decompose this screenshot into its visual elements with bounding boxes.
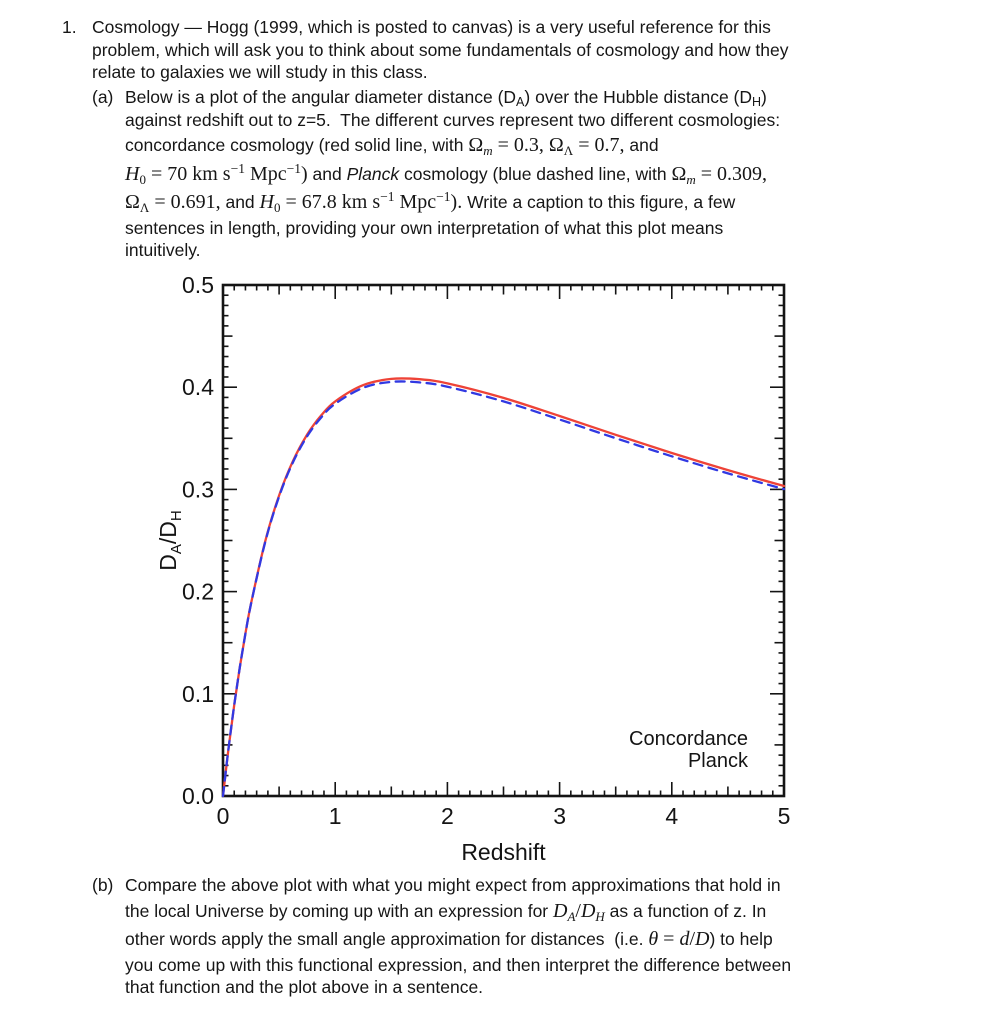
svg-text:0.2: 0.2	[182, 579, 214, 605]
legend-planck: Planck	[688, 750, 749, 772]
part-b-label: (b)	[92, 875, 114, 895]
svg-text:4: 4	[665, 803, 678, 829]
svg-text:5: 5	[778, 803, 791, 829]
text-line: the local Universe by coming up with an …	[125, 899, 767, 924]
svg-text:3: 3	[553, 803, 566, 829]
legend-concordance: Concordance	[629, 728, 748, 750]
svg-text:0.4: 0.4	[182, 374, 214, 400]
svg-text:0.3: 0.3	[182, 476, 214, 502]
text-line: Below is a plot of the angular diameter …	[125, 87, 767, 109]
part-b-text: Compare the above plot with what you mig…	[125, 874, 970, 999]
text-line: sentences in length, providing your own …	[125, 217, 724, 238]
da-dh-vs-redshift-plot: 0 1 2 3 4 5 0.0 0.1 0.2 0.3 0.4 0.5 Redshift DA/DH Con…	[155, 272, 790, 862]
text-line: relate to galaxies we will study in this…	[92, 62, 428, 82]
y-axis-label: DA/DH	[155, 510, 185, 570]
planck-curve	[221, 380, 786, 798]
part-a-text: Below is a plot of the angular diameter …	[125, 86, 965, 262]
svg-text:2: 2	[441, 803, 454, 829]
text-line: other words apply the small angle approx…	[125, 928, 773, 950]
tick-labels: 0 1 2 3 4 5 0.0 0.1 0.2 0.3 0.4 0.5	[182, 272, 790, 829]
text-line: ΩΛ = 0.691, and H0 = 67.8 km s−1 Mpc−1).…	[125, 189, 736, 215]
part-a-label: (a)	[92, 87, 114, 107]
plot-frame	[221, 283, 786, 798]
text-line: intuitively.	[125, 240, 201, 260]
text-line: problem, which will ask you to think abo…	[92, 39, 789, 60]
text-line: you come up with this functional express…	[125, 954, 792, 975]
text-line: against redshift out to z=5. The differe…	[125, 109, 781, 130]
text-line: that function and the plot above in a se…	[125, 977, 484, 997]
svg-text:0.1: 0.1	[182, 681, 214, 707]
axis-ticks	[222, 284, 785, 797]
svg-text:1: 1	[329, 803, 342, 829]
text-line: H0 = 70 km s−1 Mpc−1) and Planck cosmolo…	[125, 160, 768, 187]
text-line: Cosmology — Hogg (1999, which is posted …	[92, 17, 771, 37]
problem-intro: Cosmology — Hogg (1999, which is posted …	[92, 16, 960, 84]
svg-text:0.0: 0.0	[182, 783, 214, 809]
text-line: Compare the above plot with what you mig…	[125, 875, 781, 895]
svg-text:0: 0	[217, 803, 230, 829]
problem-number: 1.	[62, 17, 77, 37]
x-axis-label: Redshift	[461, 839, 546, 862]
text-line: concordance cosmology (red solid line, w…	[125, 134, 659, 158]
svg-text:0.5: 0.5	[182, 272, 214, 298]
